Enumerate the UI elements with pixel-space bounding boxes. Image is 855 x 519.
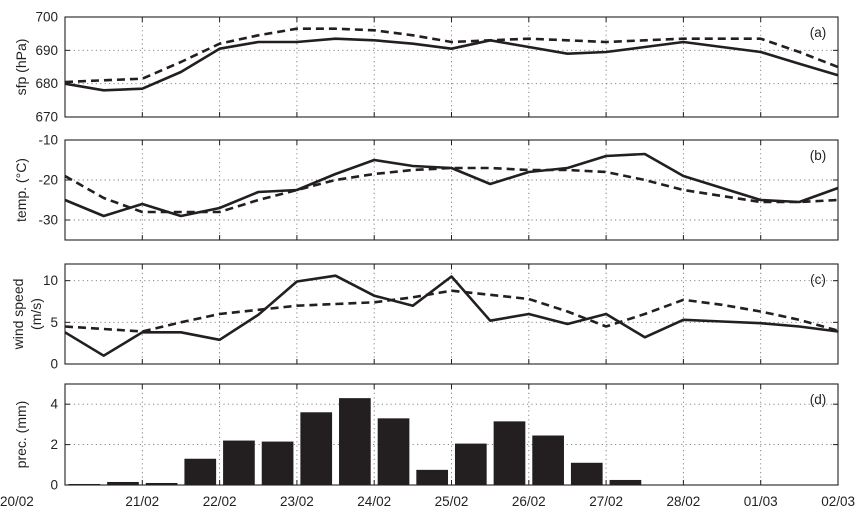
precip-bar [493, 421, 526, 485]
precip-bar [184, 458, 217, 485]
precip-bar [377, 418, 410, 485]
x-tick-label: 02/03 [821, 494, 855, 509]
x-tick-label: 21/02 [125, 494, 159, 509]
series-line-dashed [64, 289, 839, 333]
y-tick-label: 4 [50, 397, 58, 412]
series-line-solid [64, 37, 839, 92]
x-tick-label: 25/02 [435, 494, 469, 509]
precip-bar [454, 443, 487, 485]
precip-bar [107, 481, 139, 485]
panel-label: (d) [810, 392, 827, 407]
panel-a: 670 680 690 700 (a) sfp (hPa) [13, 10, 839, 125]
y-axis-label-unit: (m/s) [28, 298, 44, 330]
x-tick-label: 24/02 [357, 494, 391, 509]
axes-frame [64, 263, 839, 365]
x-tick-label: 26/02 [512, 494, 546, 509]
x-tick-label: 27/02 [589, 494, 623, 509]
y-tick-label: 2 [50, 437, 58, 452]
panel-label: (a) [810, 25, 827, 40]
y-tick-label: 690 [35, 43, 58, 58]
y-axis-label: temp. (°C) [13, 158, 29, 222]
axes-frame [64, 139, 839, 241]
y-axis-label: wind speed [10, 279, 26, 351]
precip-bar [300, 412, 333, 485]
x-tick-label: 20/02 [0, 494, 34, 509]
y-tick-label: 5 [50, 315, 58, 330]
axes-frame [64, 16, 839, 118]
y-tick-label: -30 [38, 213, 58, 228]
y-tick-label: 680 [35, 76, 58, 91]
precip-bar [145, 482, 178, 485]
y-tick-label: -10 [38, 133, 58, 148]
panel-label: (b) [810, 148, 827, 163]
y-tick-label: -20 [38, 173, 58, 188]
precip-bar [416, 469, 449, 485]
series-line-solid [64, 152, 839, 218]
precip-bar [339, 398, 371, 485]
precip-bar [570, 462, 603, 485]
panel-c: 0 5 10 (c) wind speed (m/s) [10, 263, 839, 372]
axes-frame [64, 383, 839, 486]
y-tick-label: 0 [50, 357, 58, 372]
y-tick-label: 670 [35, 110, 58, 125]
y-axis-label: prec. (mm) [13, 401, 29, 469]
x-tick-label: 22/02 [203, 494, 237, 509]
series-line-solid [64, 274, 839, 358]
y-axis-label: sfp (hPa) [13, 39, 29, 96]
y-tick-label: 10 [43, 273, 58, 288]
chart-panels: 670 680 690 700 (a) sfp (hPa) -30 -20 -10 (b) temp… [10, 10, 839, 493]
precip-bar [223, 440, 255, 485]
panel-label: (c) [810, 272, 826, 287]
x-axis: 20/02 21/02 22/02 23/02 24/02 25/02 26/02 27/02… [0, 494, 855, 509]
precip-bar [532, 435, 564, 485]
y-tick-label: 0 [50, 478, 58, 493]
precip-bar [261, 441, 294, 485]
x-tick-label: 01/03 [744, 494, 778, 509]
x-tick-label: 23/02 [280, 494, 314, 509]
series-line-dashed [64, 27, 839, 84]
panel-d: 0 2 4 (d) prec. (mm) [13, 383, 839, 493]
precip-bar [609, 479, 642, 485]
series-line-dashed [64, 166, 839, 214]
panel-b: -30 -20 -10 (b) temp. (°C) [13, 133, 839, 241]
x-tick-label: 28/02 [667, 494, 701, 509]
y-tick-label: 700 [35, 10, 58, 25]
